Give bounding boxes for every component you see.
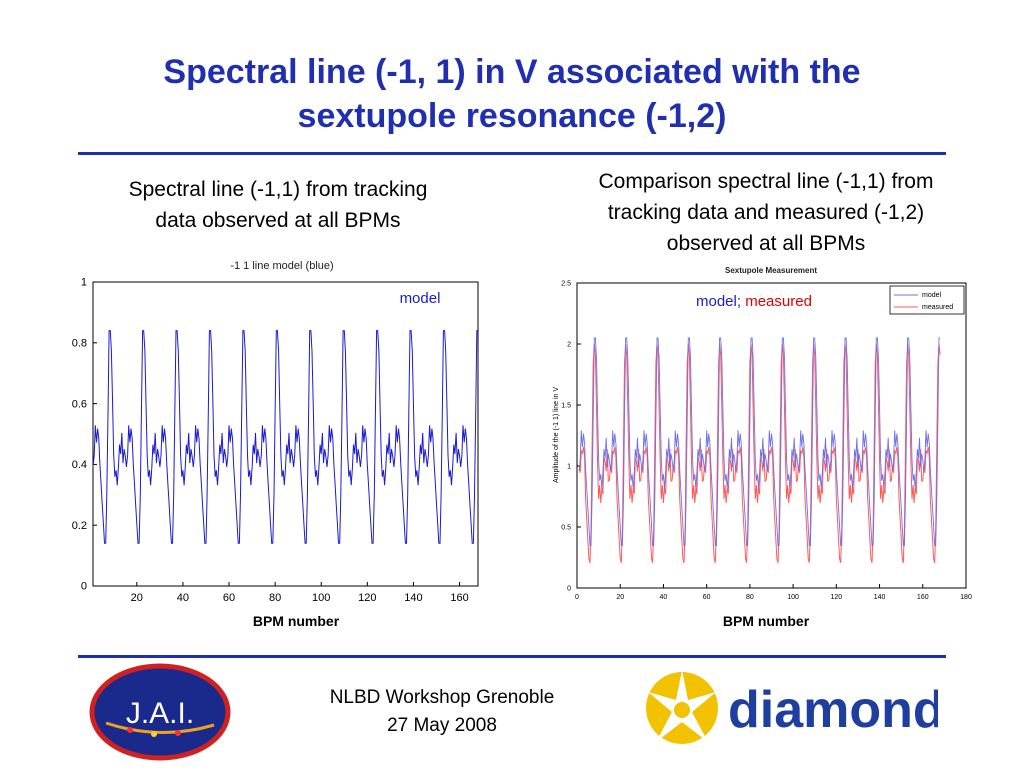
x-tick-label: 180 xyxy=(960,594,972,601)
slide-title: Spectral line (-1, 1) in V associated wi… xyxy=(40,50,984,138)
y-tick-label: 0.6 xyxy=(72,398,87,410)
x-tick-label: 160 xyxy=(917,594,929,601)
y-tick-label: 0 xyxy=(81,581,87,593)
right-comparison-chart: Sextupole Measurement Amplitude of the (… xyxy=(553,266,972,601)
left-caption: Spectral line (-1,1) from tracking data … xyxy=(78,174,478,236)
x-tick-label: 140 xyxy=(874,594,886,601)
bottom-divider xyxy=(78,655,946,658)
x-tick-label: 80 xyxy=(269,592,281,604)
y-tick-label: 1 xyxy=(567,463,571,470)
chart-title: -1 1 line model (blue) xyxy=(230,260,333,272)
y-tick-label: 1.5 xyxy=(561,402,571,409)
x-tick-label: 20 xyxy=(131,592,143,604)
y-tick-label: 0 xyxy=(567,585,571,592)
x-tick-label: 160 xyxy=(450,592,468,604)
right-caption-line1: Comparison spectral line (-1,1) from xyxy=(598,170,934,193)
diamond-logo-text: diamond xyxy=(728,681,938,739)
x-tick-label: 100 xyxy=(787,594,799,601)
overlay-model-label: model; xyxy=(696,293,741,310)
legend-measured-label: measured xyxy=(922,304,953,311)
jai-logo: J.A.I. xyxy=(89,663,231,761)
model-line xyxy=(578,337,941,546)
measured-line xyxy=(578,343,941,564)
x-tick-label: 120 xyxy=(830,594,842,601)
model-line xyxy=(92,330,478,544)
y-axis-label: Amplitude of the (-1 1) line in V xyxy=(553,387,560,483)
footer: NLBD Workshop Grenoble 27 May 2008 xyxy=(300,684,584,740)
plot-frame xyxy=(576,282,967,589)
y-tick-label: 0.4 xyxy=(72,459,87,471)
plot-frame xyxy=(92,281,479,587)
x-tick-label: 0 xyxy=(575,594,579,601)
y-tick-label: 0.2 xyxy=(72,520,87,532)
x-tick-label: 40 xyxy=(177,592,189,604)
diamond-logo: diamond xyxy=(646,670,938,744)
x-tick-label: 120 xyxy=(358,592,376,604)
x-tick-label: 60 xyxy=(223,592,235,604)
y-tick-label: 2 xyxy=(567,341,571,348)
slide-title-line2: sextupole resonance (-1,2) xyxy=(297,97,727,135)
left-caption-line2: data observed at all BPMs xyxy=(155,209,401,232)
x-tick-label: 60 xyxy=(703,594,711,601)
footer-event: NLBD Workshop Grenoble xyxy=(329,687,555,708)
slide-title-line1: Spectral line (-1, 1) in V associated wi… xyxy=(163,53,861,91)
left-x-label: BPM number xyxy=(252,613,340,629)
top-divider xyxy=(78,152,946,155)
overlay-measured-label: measured xyxy=(745,293,812,310)
x-tick-label: 140 xyxy=(404,592,422,604)
right-caption-line3: observed at all BPMs xyxy=(666,232,866,255)
diamond-star-icon xyxy=(646,670,718,744)
x-tick-label: 20 xyxy=(616,594,624,601)
right-x-label: BPM number xyxy=(722,613,810,629)
overlay-label: model; measured xyxy=(696,293,812,310)
y-tick-label: 0.8 xyxy=(72,337,87,349)
legend-model-label: model xyxy=(922,292,942,299)
y-tick-label: 1 xyxy=(81,277,87,289)
right-caption-line2: tracking data and measured (-1,2) xyxy=(607,201,925,224)
chart-title: Sextupole Measurement xyxy=(725,266,817,275)
left-caption-line1: Spectral line (-1,1) from tracking xyxy=(128,178,428,201)
x-tick-label: 80 xyxy=(746,594,754,601)
x-tick-label: 100 xyxy=(312,592,330,604)
model-overlay-label: model xyxy=(400,290,441,307)
axis-ticks: 0 20 40 60 80 100 120 140 160 180 0 0.5 1 1.5 2 2.5 xyxy=(561,280,972,601)
x-tick-label: 40 xyxy=(660,594,668,601)
right-caption: Comparison spectral line (-1,1) from tra… xyxy=(548,166,984,259)
left-model-chart: -1 1 line model (blue) 20 40 60 80 100 120 140… xyxy=(72,260,479,604)
jai-logo-text: J.A.I. xyxy=(126,697,194,730)
legend: model measured xyxy=(889,285,965,315)
footer-date: 27 May 2008 xyxy=(387,715,497,736)
axis-ticks: 20 40 60 80 100 120 140 160 0 0.2 0.4 0.6 0.8 1 xyxy=(72,277,469,604)
y-tick-label: 0.5 xyxy=(561,524,571,531)
y-tick-label: 2.5 xyxy=(561,280,571,287)
